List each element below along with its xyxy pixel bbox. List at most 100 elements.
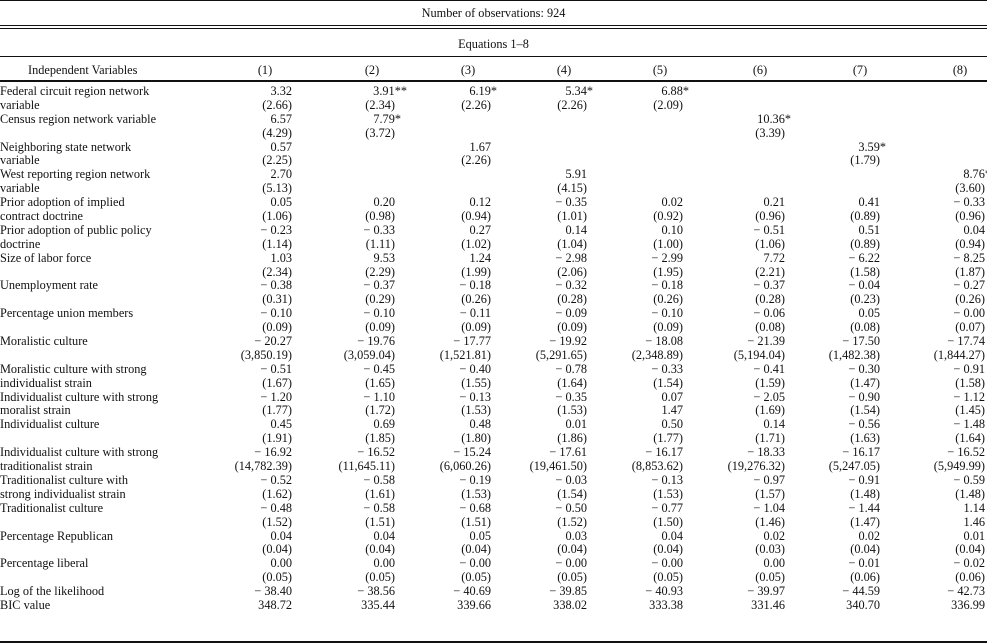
cell-eq-6: 0.14 <box>763 417 785 432</box>
coefficient-row: Neighboring state network 0.57 1.67 3.59* <box>0 139 987 155</box>
cell-eq-8: (1.87) <box>955 264 985 279</box>
cell-eq-4: − 19.92 <box>549 334 587 349</box>
cell-eq-3: − 0.68 <box>459 500 491 515</box>
row-label: doctrine <box>0 236 41 251</box>
cell-eq-2: 0.20 <box>373 195 395 210</box>
cell-eq-3: (2.26) <box>461 153 491 168</box>
cell-eq-7: (1.63) <box>850 431 880 446</box>
cell-eq-2: (1.61) <box>365 486 395 501</box>
cell-eq-6: (0.96) <box>755 209 785 224</box>
cell-eq-7-significant: 3.59* <box>858 139 886 154</box>
header-column-7: (7) <box>852 63 868 77</box>
cell-eq-3: (0.26) <box>461 292 491 307</box>
cell-eq-1: (0.05) <box>262 570 292 585</box>
row-label: Traditionalist culture with <box>0 472 128 487</box>
row-label: moralist strain <box>0 403 71 418</box>
cell-eq-3: 1.24 <box>469 250 491 265</box>
cell-eq-5: − 0.33 <box>651 361 683 376</box>
cell-eq-5-significant: 6.88* <box>661 84 689 98</box>
cell-eq-2: (1.65) <box>365 375 395 390</box>
cell-eq-6: (3.39) <box>755 125 785 140</box>
standard-error-row: traditionalist strain (14,782.39) (11,645.… <box>0 459 987 474</box>
coefficient-row: Individualist culture with strong − 1.20 −… <box>0 389 987 405</box>
cell-eq-3: (1.80) <box>461 431 491 446</box>
cell-eq-2: (3.72) <box>365 125 395 140</box>
cell-eq-4: − 0.00 <box>555 556 587 571</box>
row-label: variable <box>0 181 40 196</box>
cell-eq-8: 0.04 <box>963 222 985 237</box>
row-label: Federal circuit region network <box>0 84 150 98</box>
header-rule <box>0 80 987 82</box>
row-label: traditionalist strain <box>0 459 93 474</box>
cell-eq-2: (1.85) <box>365 431 395 446</box>
cell-eq-2: (1.11) <box>365 236 395 251</box>
cell-eq-8: 336.99 <box>951 597 985 612</box>
cell-eq-1: − 38.40 <box>254 584 292 599</box>
standard-error-row: moralist strain (1.77) (1.72) (1.53) (1.53) 1… <box>0 404 987 418</box>
cell-eq-7: (1.79) <box>850 153 880 168</box>
cell-eq-6: (1.71) <box>755 431 785 446</box>
coefficient-row: West reporting region network 2.70 5.91 8.7… <box>0 167 987 182</box>
cell-eq-3-significant: 6.19* <box>469 84 497 98</box>
cell-eq-1: (2.66) <box>262 97 292 112</box>
rule <box>0 25 987 26</box>
cell-eq-8: − 16.52 <box>947 445 985 460</box>
coefficient-row: Census region network variable 6.57 7.79* 1… <box>0 112 987 127</box>
cell-eq-3: (1.53) <box>461 486 491 501</box>
cell-eq-7: 0.05 <box>858 306 880 321</box>
cell-eq-6: 0.00 <box>763 556 785 571</box>
cell-eq-5: (8,853.62) <box>631 459 683 474</box>
standard-error-row: variable (2.25) (2.26) (1.79) <box>0 154 987 168</box>
cell-eq-3: (1.02) <box>461 236 491 251</box>
cell-eq-5: − 0.18 <box>651 278 683 293</box>
cell-eq-4: (0.05) <box>557 570 587 585</box>
standard-error-row: variable (2.66) (2.34) (2.26) (2.26) (2.09) <box>0 97 987 113</box>
cell-eq-5: − 0.00 <box>651 556 683 571</box>
cell-eq-5: − 18.08 <box>645 334 683 349</box>
cell-eq-1: 3.32 <box>270 84 292 98</box>
cell-eq-4: 0.01 <box>565 417 587 432</box>
cell-eq-3: 0.48 <box>469 417 491 432</box>
cell-eq-6: (1.57) <box>755 486 785 501</box>
cell-eq-4: (2.26) <box>557 97 587 112</box>
cell-eq-1: (2.34) <box>262 264 292 279</box>
cell-eq-7: (1.48) <box>850 486 880 501</box>
cell-eq-8: − 0.59 <box>953 472 985 487</box>
cell-eq-6: − 1.04 <box>753 500 785 515</box>
cell-eq-1: (3,850.19) <box>240 347 292 362</box>
cell-eq-5: (0.09) <box>653 320 683 335</box>
cell-eq-5: (0.04) <box>653 542 683 557</box>
cell-eq-5: − 0.10 <box>651 306 683 321</box>
cell-eq-3: − 17.77 <box>453 334 491 349</box>
cell-eq-6: − 0.37 <box>753 278 785 293</box>
cell-eq-2: (2.29) <box>365 264 395 279</box>
cell-eq-5: (2,348.89) <box>631 347 683 362</box>
row-label: Percentage liberal <box>0 556 89 571</box>
cell-eq-7: (1.47) <box>850 375 880 390</box>
cell-eq-5: (1.54) <box>653 375 683 390</box>
cell-eq-2: (0.04) <box>365 542 395 557</box>
cell-eq-6: (0.03) <box>755 542 785 557</box>
cell-eq-3: (6,060.26) <box>439 459 491 474</box>
cell-eq-3: − 0.11 <box>459 306 491 321</box>
cell-eq-2: (0.98) <box>365 209 395 224</box>
cell-eq-5: − 40.93 <box>645 584 683 599</box>
header-column-5: (5) <box>652 63 668 77</box>
cell-eq-8: − 8.25 <box>953 250 985 265</box>
cell-eq-6: 331.46 <box>751 597 785 612</box>
row-label: Individualist culture with strong <box>0 389 159 404</box>
cell-eq-4: (1.01) <box>557 209 587 224</box>
cell-eq-5: (0.26) <box>653 292 683 307</box>
cell-eq-2: (2.34) <box>365 97 395 112</box>
cell-eq-4: (1.52) <box>557 514 587 529</box>
row-label: Moralistic culture with strong <box>0 361 147 376</box>
coefficient-row: Percentage union members − 0.10 − 0.10 − 0.… <box>0 306 987 321</box>
coefficient-row: Percentage liberal 0.00 0.00 − 0.00 − 0.00 − … <box>0 556 987 571</box>
cell-eq-2: (1.51) <box>365 514 395 529</box>
standard-error-row: (4.29) (3.72) (3.39) <box>0 125 987 141</box>
cell-eq-7: − 0.56 <box>848 417 880 432</box>
cell-eq-6: − 2.05 <box>753 389 785 404</box>
cell-eq-7: 0.41 <box>858 195 880 210</box>
cell-eq-8: (0.04) <box>955 542 985 557</box>
cell-eq-2: 0.69 <box>373 417 395 432</box>
